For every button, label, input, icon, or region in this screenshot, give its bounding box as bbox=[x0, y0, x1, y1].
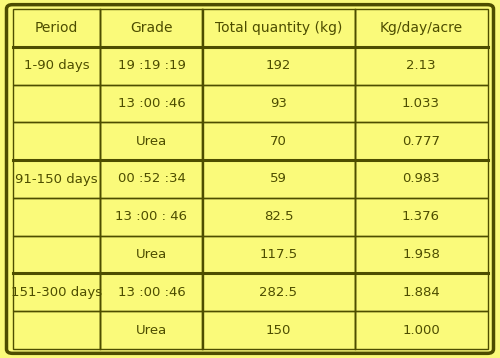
Text: 1.000: 1.000 bbox=[402, 324, 440, 337]
Text: 19 :19 :19: 19 :19 :19 bbox=[118, 59, 186, 72]
Text: Urea: Urea bbox=[136, 248, 167, 261]
Text: 117.5: 117.5 bbox=[260, 248, 298, 261]
Bar bbox=[202, 9, 354, 47]
Bar bbox=[202, 274, 354, 311]
Bar bbox=[100, 160, 202, 198]
Text: 13 :00 : 46: 13 :00 : 46 bbox=[116, 210, 188, 223]
Bar bbox=[354, 9, 488, 47]
Text: Total quantity (kg): Total quantity (kg) bbox=[215, 21, 342, 35]
Bar bbox=[12, 198, 101, 236]
Bar bbox=[12, 122, 101, 160]
Bar bbox=[354, 236, 488, 274]
Bar bbox=[202, 122, 354, 160]
Text: 93: 93 bbox=[270, 97, 287, 110]
Bar bbox=[100, 122, 202, 160]
Text: 2.13: 2.13 bbox=[406, 59, 436, 72]
Bar bbox=[202, 84, 354, 122]
Text: Urea: Urea bbox=[136, 135, 167, 148]
Text: 1.884: 1.884 bbox=[402, 286, 440, 299]
Text: Period: Period bbox=[35, 21, 78, 35]
Text: 1.376: 1.376 bbox=[402, 210, 440, 223]
Bar bbox=[12, 311, 101, 349]
Bar bbox=[202, 160, 354, 198]
Bar bbox=[100, 198, 202, 236]
Bar bbox=[354, 122, 488, 160]
Bar bbox=[12, 9, 101, 47]
Bar bbox=[354, 84, 488, 122]
Bar bbox=[354, 160, 488, 198]
Text: Kg/day/acre: Kg/day/acre bbox=[380, 21, 462, 35]
Bar bbox=[202, 236, 354, 274]
Text: 151-300 days: 151-300 days bbox=[11, 286, 102, 299]
Bar bbox=[202, 311, 354, 349]
Text: 150: 150 bbox=[266, 324, 291, 337]
Bar bbox=[100, 236, 202, 274]
Bar bbox=[100, 47, 202, 84]
Text: 91-150 days: 91-150 days bbox=[15, 173, 98, 185]
Text: 59: 59 bbox=[270, 173, 287, 185]
Bar bbox=[354, 47, 488, 84]
Text: Urea: Urea bbox=[136, 324, 167, 337]
Bar bbox=[202, 47, 354, 84]
Text: 1-90 days: 1-90 days bbox=[24, 59, 89, 72]
Bar bbox=[354, 198, 488, 236]
Text: 192: 192 bbox=[266, 59, 291, 72]
Bar bbox=[100, 84, 202, 122]
Bar bbox=[12, 84, 101, 122]
Bar bbox=[100, 311, 202, 349]
Text: 0.983: 0.983 bbox=[402, 173, 440, 185]
Bar bbox=[100, 274, 202, 311]
Bar bbox=[354, 274, 488, 311]
Bar bbox=[12, 47, 101, 84]
Bar bbox=[354, 311, 488, 349]
Text: 0.777: 0.777 bbox=[402, 135, 440, 148]
Bar bbox=[12, 160, 101, 198]
Bar bbox=[12, 236, 101, 274]
Text: 00 :52 :34: 00 :52 :34 bbox=[118, 173, 186, 185]
Text: 13 :00 :46: 13 :00 :46 bbox=[118, 97, 186, 110]
Bar bbox=[100, 9, 202, 47]
Bar bbox=[202, 198, 354, 236]
Text: 13 :00 :46: 13 :00 :46 bbox=[118, 286, 186, 299]
Text: 70: 70 bbox=[270, 135, 287, 148]
Text: 1.033: 1.033 bbox=[402, 97, 440, 110]
Text: 1.958: 1.958 bbox=[402, 248, 440, 261]
FancyBboxPatch shape bbox=[6, 5, 494, 353]
Bar bbox=[12, 274, 101, 311]
Text: Grade: Grade bbox=[130, 21, 172, 35]
Text: 282.5: 282.5 bbox=[260, 286, 298, 299]
Text: 82.5: 82.5 bbox=[264, 210, 293, 223]
